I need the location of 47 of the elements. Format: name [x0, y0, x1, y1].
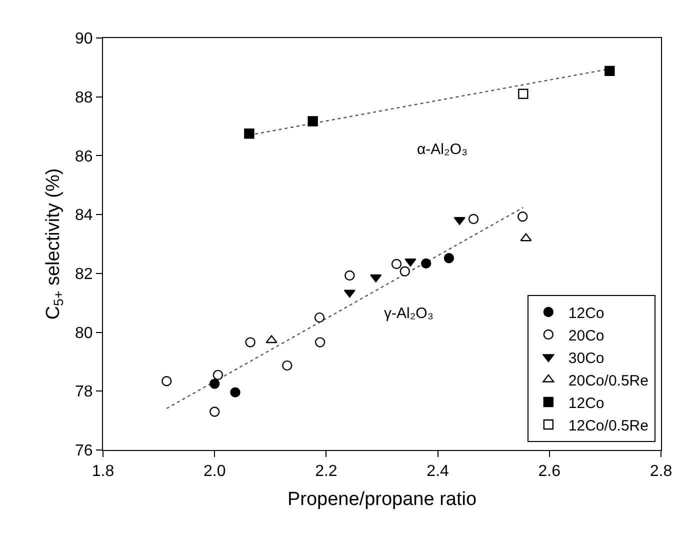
annotation: α-Al₂O₃ [417, 141, 468, 158]
point [604, 66, 615, 76]
y-tick-label: 76 [75, 442, 93, 460]
point [370, 274, 382, 282]
legend-label: 12Co [568, 304, 604, 322]
point [518, 88, 528, 100]
point [244, 128, 254, 139]
point [420, 258, 432, 269]
y-tick-label: 88 [75, 89, 93, 106]
y-tick-label: 82 [75, 266, 93, 284]
x-tick-label: 2.6 [538, 463, 561, 480]
point [162, 376, 172, 386]
point [314, 337, 326, 348]
point [344, 270, 355, 281]
point [444, 253, 454, 264]
y-tick-label: 90 [75, 30, 93, 48]
legend-label: 12Co [568, 394, 604, 412]
point [282, 360, 292, 371]
point [314, 312, 325, 323]
point [391, 258, 402, 270]
x-tick-label: 2.8 [650, 463, 672, 480]
x-tick-label: 2.0 [203, 463, 226, 480]
x-tick-label: 1.8 [92, 463, 114, 480]
point [308, 116, 318, 126]
y-tick-label: 78 [75, 384, 93, 401]
point [266, 335, 278, 344]
annotation: γ-Al₂O₃ [384, 305, 434, 322]
legend-label: 20Co [568, 327, 604, 344]
point [245, 337, 256, 348]
x-tick-label: 2.4 [426, 463, 450, 480]
point [468, 214, 479, 224]
point [212, 370, 224, 380]
legend-label: 12Co/0.5Re [568, 417, 648, 434]
point [520, 233, 532, 242]
point [344, 290, 356, 298]
point [400, 266, 410, 276]
legend-label: 30Co [568, 350, 604, 367]
point [210, 378, 220, 389]
y-tick-label: 80 [75, 324, 93, 342]
x-tick-label: 2.2 [315, 463, 338, 480]
legend-label: 20Co/0.5Re [568, 372, 648, 390]
x-axis-title: Propene/propane ratio [287, 489, 477, 510]
y-tick-label: 86 [75, 148, 93, 166]
point [518, 212, 528, 222]
y-tick-label: 84 [75, 207, 93, 224]
point [210, 406, 220, 417]
point [230, 387, 240, 398]
